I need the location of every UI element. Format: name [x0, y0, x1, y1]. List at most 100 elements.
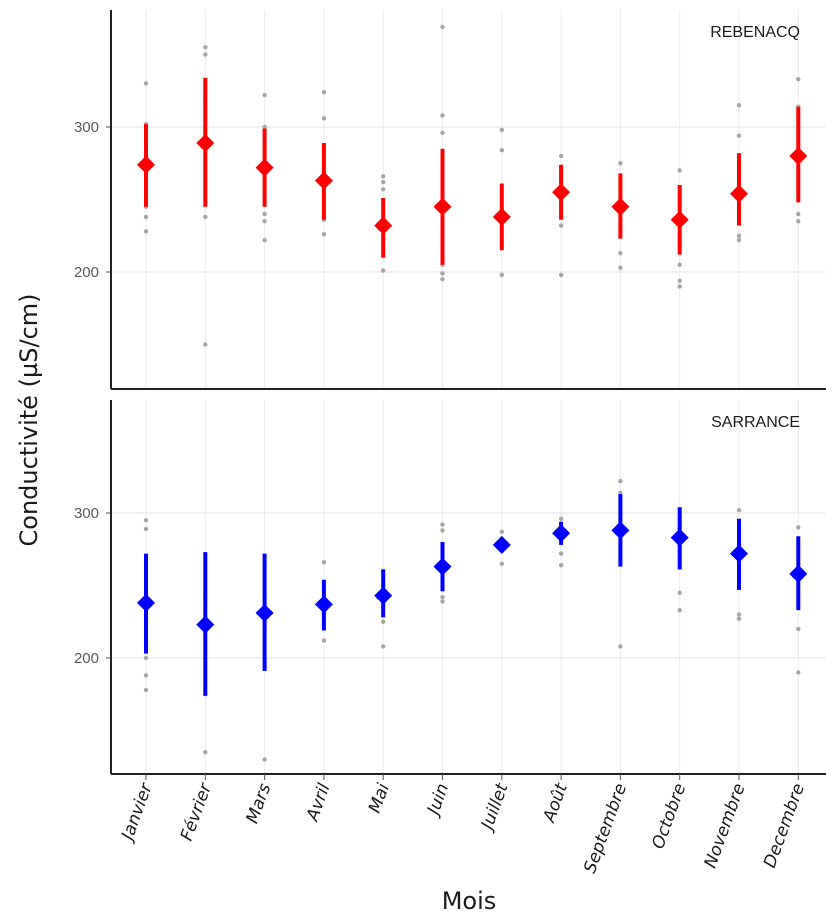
- raw-point: [796, 219, 801, 224]
- raw-point: [262, 237, 267, 243]
- y-tick-label: 300: [74, 119, 99, 136]
- mean-markers-layer: [137, 133, 808, 634]
- axes-layer: [106, 10, 826, 780]
- raw-point: [499, 127, 504, 133]
- raw-point: [736, 103, 742, 108]
- raw-point: [677, 284, 682, 289]
- raw-point: [618, 161, 623, 166]
- raw-point: [143, 518, 149, 523]
- raw-point: [143, 526, 149, 532]
- grid-layer: [111, 10, 826, 774]
- mean-marker: [137, 155, 155, 174]
- mean-marker: [196, 133, 215, 152]
- raw-point: [736, 612, 742, 617]
- mean-marker: [611, 521, 630, 540]
- y-tick-label: 200: [74, 650, 99, 667]
- raw-point: [321, 560, 327, 565]
- raw-point: [262, 757, 267, 762]
- x-tick-label: Février: [177, 780, 216, 844]
- raw-point: [381, 179, 386, 185]
- raw-point: [558, 516, 564, 521]
- mean-marker: [730, 544, 748, 563]
- raw-point: [677, 607, 682, 613]
- raw-point: [440, 24, 445, 30]
- raw-point: [796, 525, 801, 530]
- raw-point: [143, 229, 149, 234]
- raw-point: [677, 278, 682, 283]
- raw-point: [736, 507, 742, 513]
- raw-point: [558, 153, 564, 159]
- raw-point: [203, 750, 208, 755]
- mean-marker: [670, 528, 689, 547]
- raw-point: [499, 272, 504, 278]
- raw-point: [796, 670, 801, 675]
- mean-marker: [433, 557, 452, 576]
- x-tick-label: Janvier: [117, 780, 157, 846]
- mean-marker: [492, 535, 511, 554]
- raw-point: [558, 223, 564, 228]
- raw-point: [558, 551, 564, 556]
- raw-point: [203, 214, 208, 220]
- mean-marker: [196, 615, 215, 634]
- raw-point: [262, 124, 267, 130]
- mean-marker: [433, 197, 452, 216]
- raw-point: [203, 45, 208, 50]
- mean-marker: [552, 524, 571, 543]
- mean-marker: [374, 586, 393, 605]
- raw-point: [736, 133, 742, 138]
- x-tick-label: Juin: [423, 781, 454, 820]
- mean-marker: [789, 147, 808, 165]
- raw-point: [558, 563, 564, 568]
- raw-point: [321, 90, 327, 95]
- raw-point: [440, 522, 445, 527]
- mean-marker: [670, 210, 689, 229]
- raw-point: [321, 116, 327, 121]
- x-tick-label: Avril: [302, 781, 334, 825]
- x-tick-label: Juillet: [477, 780, 513, 835]
- x-tick-label: Decembre: [760, 781, 809, 871]
- raw-point: [440, 599, 445, 604]
- mean-marker: [314, 595, 333, 614]
- y-tick-label: 200: [74, 264, 99, 281]
- raw-point: [796, 626, 801, 632]
- raw-point: [440, 277, 445, 282]
- raw-point: [677, 168, 682, 173]
- raw-point: [736, 237, 742, 243]
- raw-point: [143, 687, 149, 693]
- x-tick-label: Novembre: [701, 781, 750, 871]
- raw-point: [381, 187, 386, 192]
- x-axis-title: Mois: [442, 887, 497, 915]
- mean-marker: [374, 216, 393, 235]
- raw-point: [262, 211, 267, 217]
- raw-point: [618, 250, 623, 256]
- raw-point: [321, 232, 327, 237]
- raw-point: [381, 644, 386, 649]
- raw-point: [143, 81, 149, 86]
- raw-point: [143, 673, 149, 678]
- raw-point: [143, 214, 149, 220]
- raw-point: [618, 478, 623, 484]
- mean-marker: [789, 564, 808, 583]
- x-tick-label: Octobre: [648, 781, 690, 852]
- raw-point: [440, 130, 445, 135]
- raw-point: [796, 211, 801, 217]
- raw-point: [499, 561, 504, 566]
- x-tick-label: Septembre: [580, 781, 631, 876]
- mean-marker: [552, 183, 571, 202]
- panel-label: SARRANCE: [711, 414, 800, 431]
- raw-point: [677, 262, 682, 267]
- mean-marker: [611, 197, 630, 216]
- raw-point: [440, 271, 445, 276]
- raw-point: [203, 342, 208, 347]
- raw-point: [262, 92, 267, 98]
- y-axis-title: Conductivité (µS/cm): [15, 294, 43, 547]
- raw-point: [440, 113, 445, 118]
- panel-label: REBENACQ: [710, 24, 800, 41]
- raw-point: [381, 268, 386, 273]
- raw-point: [736, 233, 742, 238]
- mean-marker: [255, 604, 274, 623]
- raw-point: [736, 616, 742, 622]
- mean-marker: [492, 207, 511, 226]
- raw-point: [796, 76, 801, 82]
